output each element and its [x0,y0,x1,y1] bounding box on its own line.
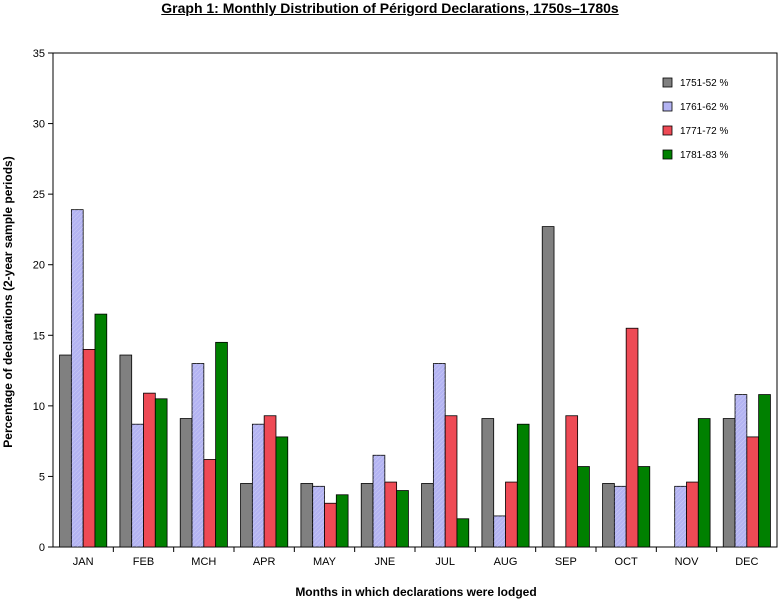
y-tick-label: 5 [39,471,45,483]
bar [505,481,518,548]
bar [516,423,530,548]
bar-hatch [735,394,747,547]
legend: 1751-52 % 1761-62 % 1771-72 % 1781-83 % [662,77,728,161]
x-tick-label: JAN [73,556,94,568]
bar [444,415,458,548]
bar [154,398,168,548]
y-tick-label: 35 [33,48,45,60]
bar [275,436,289,548]
legend-swatch [662,125,673,136]
legend-swatch [662,77,673,88]
x-axis: JAN FEB MCH APR MAY JNE JUL AUG SEP OCT NOV DEC [73,547,758,568]
bar-hatch [71,209,84,547]
bar [300,483,314,548]
y-axis: 0 5 10 15 20 25 30 35 [33,48,53,554]
x-tick-label: DEC [735,556,758,568]
x-tick-label: MCH [191,556,216,568]
bar [143,392,156,548]
y-tick-label: 15 [33,330,45,342]
bars [59,209,771,548]
bar-hatch [252,424,265,547]
bar [263,415,277,548]
y-tick-label: 10 [33,401,45,413]
legend-label: 1751-52 % [680,78,728,89]
bar [119,354,133,548]
bar [456,518,470,548]
bar-hatch [493,515,506,547]
legend-label: 1771-72 % [680,126,728,137]
bar [82,348,96,548]
bar [59,354,72,548]
bar-hatch [192,363,204,547]
bar-hatch [433,363,446,547]
bar-hatch [674,486,687,547]
bar-hatch [131,424,144,547]
bar [421,483,434,548]
bar [686,481,699,548]
bar [541,226,555,548]
y-tick-label: 25 [33,189,45,201]
x-tick-label: NOV [675,556,700,568]
x-axis-title: Months in which declarations were lodged [295,585,536,599]
bar-hatch [312,486,325,547]
legend-swatch [662,149,673,160]
bar [577,466,590,548]
bar [637,466,651,548]
bar [625,327,639,548]
x-tick-label: MAY [313,556,337,568]
bar [384,481,398,548]
x-tick-label: OCT [615,556,639,568]
x-tick-label: JUL [435,556,455,568]
bar [335,494,349,548]
legend-label: 1761-62 % [680,102,728,113]
y-tick-label: 0 [39,542,45,554]
y-axis-title: Percentage of declarations (2-year sampl… [1,156,15,447]
bar [746,436,760,548]
bar [240,483,253,548]
bar [215,341,228,548]
bar [324,502,337,548]
bar [481,418,495,548]
legend-label: 1781-83 % [680,150,728,161]
x-tick-label: FEB [133,556,154,568]
bar [565,415,579,548]
x-tick-label: AUG [494,556,518,568]
bar [94,313,108,548]
chart-title: Graph 1: Monthly Distribution of Périgor… [161,0,619,16]
x-tick-label: JNE [374,556,395,568]
bar [722,418,736,548]
bar [179,418,193,548]
x-tick-label: APR [253,556,276,568]
bar [697,418,711,548]
bar [758,394,771,548]
bar-hatch [614,486,627,547]
legend-swatch [662,101,673,112]
bar-hatch [373,455,385,547]
bar [360,483,374,548]
x-tick-label: SEP [555,556,577,568]
y-tick-label: 30 [33,119,45,131]
bar [203,459,217,548]
y-tick-label: 20 [33,260,45,272]
bar [602,483,615,548]
bar [396,490,409,548]
